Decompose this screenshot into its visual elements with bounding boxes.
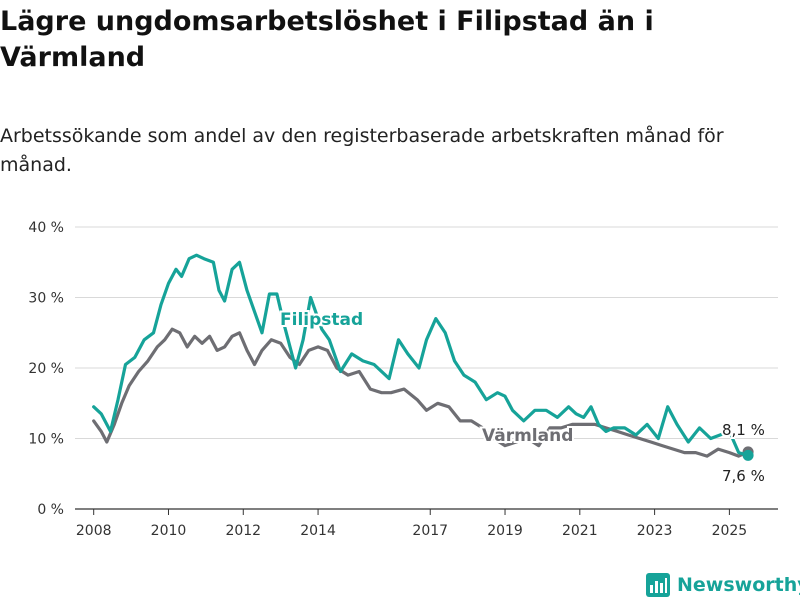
- y-tick-label: 10 %: [28, 432, 64, 448]
- series-line-0: [92, 253, 750, 457]
- x-axis-ticks: 2008 2010 2012 2014 2017 2019 2021 2023 2025: [76, 509, 747, 539]
- x-tick-label: 2010: [151, 523, 187, 539]
- series-labels: Filipstad Värmland 8,1 % 7,6 %: [278, 308, 767, 487]
- end-value-label: 8,1 %: [722, 421, 765, 439]
- x-tick-label: 2012: [225, 523, 261, 539]
- chart-subtitle: Arbetssökande som andel av den registerb…: [0, 125, 724, 176]
- newsworthy-logo: Newsworthy: [645, 570, 800, 600]
- series-line-1: [92, 327, 750, 458]
- y-tick-label: 30 %: [28, 291, 64, 307]
- y-tick-label: 40 %: [28, 220, 64, 236]
- x-tick-label: 2008: [76, 523, 112, 539]
- x-tick-label: 2014: [300, 523, 336, 539]
- x-tick-label: 2019: [487, 523, 523, 539]
- x-tick-label: 2017: [412, 523, 448, 539]
- x-tick-label: 2023: [637, 523, 673, 539]
- series-name-label: Värmland: [482, 426, 573, 446]
- series-end-point: [742, 449, 754, 461]
- x-tick-label: 2025: [712, 523, 748, 539]
- x-tick-label: 2021: [562, 523, 598, 539]
- end-value-label: 7,6 %: [722, 467, 765, 485]
- series-name-label: Filipstad: [280, 310, 363, 330]
- y-tick-label: 20 %: [28, 361, 64, 377]
- series-lines: [92, 253, 754, 461]
- chart-title: Lägre ungdomsarbetslöshet i Filipstad än…: [0, 6, 654, 73]
- brand-name: Newsworthy: [677, 574, 800, 596]
- bar-chart-icon: [646, 573, 670, 597]
- y-tick-label: 0 %: [37, 502, 64, 518]
- gridlines: [75, 226, 778, 510]
- y-axis-ticks: 0 % 10 % 20 % 30 % 40 %: [28, 220, 64, 518]
